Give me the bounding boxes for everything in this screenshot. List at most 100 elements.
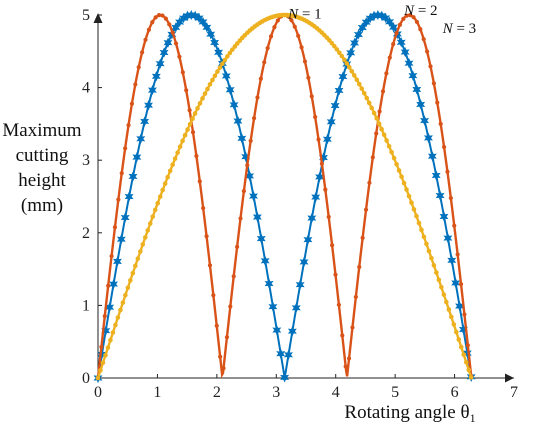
y-tick-label: 4 (82, 80, 90, 97)
data-point (255, 95, 260, 100)
data-point (441, 292, 447, 297)
data-point (156, 13, 162, 18)
y-axis-title-line-1: Maximum (2, 120, 81, 141)
data-point (265, 46, 270, 51)
series-label-variable: N (287, 7, 299, 23)
data-point (147, 221, 153, 226)
data-point (159, 47, 169, 58)
data-point (458, 344, 464, 350)
data-point (351, 73, 357, 78)
data-point (185, 127, 190, 132)
data-point (204, 234, 209, 239)
data-point (113, 322, 118, 328)
data-point (221, 70, 231, 82)
y-tick-label: 3 (82, 152, 90, 169)
data-point (167, 22, 172, 27)
data-point (190, 116, 195, 122)
data-point (221, 366, 226, 371)
data-point (167, 168, 173, 174)
data-point (128, 278, 133, 283)
data-point (414, 19, 420, 25)
data-point (397, 22, 403, 27)
data-point (443, 232, 453, 244)
data-point (210, 77, 215, 83)
data-point (150, 214, 156, 219)
data-point (124, 191, 134, 202)
data-point (319, 161, 325, 166)
data-point (303, 234, 313, 245)
data-point (421, 37, 426, 42)
data-point (268, 301, 278, 312)
data-point (307, 212, 317, 224)
data-point (447, 255, 457, 266)
series-line (96, 13, 473, 379)
x-axis-title-text: Rotating angle θ (344, 402, 469, 423)
data-point (160, 187, 165, 193)
series-label-n-2: N = 2 (403, 3, 437, 19)
data-point (434, 270, 439, 275)
data-point (207, 263, 213, 268)
data-point (302, 59, 308, 64)
data-point (361, 90, 367, 96)
data-point (381, 12, 391, 24)
data-point (456, 337, 462, 342)
data-point (220, 61, 225, 67)
data-point (116, 197, 121, 202)
data-point (350, 37, 360, 49)
y-axis-title-line-3: height (18, 170, 66, 191)
data-point (339, 53, 345, 59)
data-point (349, 68, 355, 74)
data-point (389, 149, 394, 155)
data-point (251, 116, 257, 121)
y-axis-title-line-2: cutting (16, 145, 69, 166)
data-point (108, 337, 113, 343)
data-point (130, 270, 136, 276)
data-point (406, 193, 412, 199)
data-point (330, 100, 340, 111)
data-point (232, 44, 238, 49)
series-label-variable: N (403, 3, 415, 19)
data-point (384, 71, 389, 76)
series-n-2 (93, 9, 476, 384)
data-point (109, 278, 119, 290)
data-point (235, 244, 240, 250)
data-point (291, 302, 301, 313)
data-point (386, 143, 392, 149)
data-point (408, 70, 418, 81)
data-point (238, 216, 243, 221)
data-point (458, 324, 468, 335)
data-point (332, 43, 337, 49)
y-axis-arrow (93, 13, 103, 23)
data-point (426, 248, 432, 254)
data-point (197, 101, 203, 106)
data-point (360, 235, 365, 240)
data-point (187, 121, 193, 127)
data-point (237, 133, 247, 144)
data-point (416, 220, 422, 226)
data-point (126, 123, 131, 128)
data-point (414, 213, 419, 219)
data-point (451, 277, 461, 289)
data-point (438, 121, 443, 126)
data-point (418, 27, 423, 32)
data-point (100, 360, 106, 366)
data-point (357, 264, 362, 270)
data-point (249, 190, 258, 202)
x-axis-title: Rotating angle θ1 (344, 402, 475, 425)
data-point (272, 324, 282, 336)
data-point (105, 345, 111, 350)
series-label-value: = 3 (453, 21, 476, 37)
data-point (197, 179, 202, 184)
data-point (354, 77, 360, 82)
data-point (409, 200, 414, 205)
x-tick-label: 5 (391, 384, 399, 401)
data-point (132, 151, 142, 163)
data-point (133, 263, 138, 269)
data-point (364, 95, 370, 101)
y-axis-title-line-4: (mm) (21, 195, 63, 216)
data-point (210, 37, 220, 48)
data-point (202, 91, 208, 96)
data-point (143, 37, 148, 42)
data-point (396, 168, 402, 173)
data-point (137, 249, 143, 254)
